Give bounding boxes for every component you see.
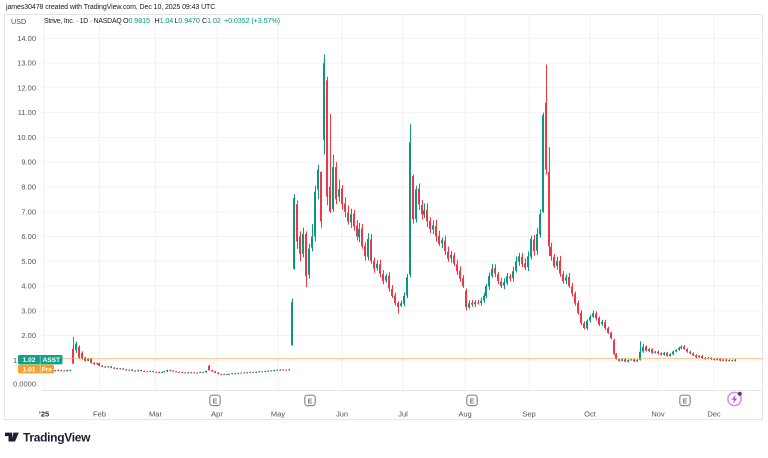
- svg-text:Pre: Pre: [42, 367, 53, 374]
- svg-text:2.00: 2.00: [21, 331, 36, 340]
- svg-text:Dec: Dec: [707, 410, 721, 419]
- svg-text:May: May: [271, 410, 285, 419]
- svg-text:E: E: [213, 398, 218, 405]
- svg-text:14.00: 14.00: [17, 34, 36, 43]
- svg-text:E: E: [308, 398, 313, 405]
- svg-text:12.00: 12.00: [17, 83, 36, 92]
- svg-text:11.00: 11.00: [18, 108, 36, 117]
- svg-text:4.00: 4.00: [21, 282, 36, 291]
- svg-text:E: E: [683, 398, 688, 405]
- svg-text:+0.0352 (+3.57%): +0.0352 (+3.57%): [224, 16, 280, 25]
- svg-text:ASST: ASST: [43, 357, 61, 364]
- svg-text:13.00: 13.00: [17, 59, 36, 68]
- svg-text:Nov: Nov: [651, 410, 665, 419]
- svg-text:USD: USD: [11, 17, 26, 26]
- svg-text:Aug: Aug: [458, 410, 471, 419]
- svg-text:Mar: Mar: [149, 410, 162, 419]
- svg-text:5.00: 5.00: [21, 257, 36, 266]
- svg-text:Sep: Sep: [522, 410, 535, 419]
- svg-text:9.00: 9.00: [21, 158, 36, 167]
- svg-text:1.02: 1.02: [23, 357, 36, 364]
- svg-text:H1.04: H1.04: [155, 16, 174, 25]
- svg-text:Strive, Inc. · 1D · NASDAQ: Strive, Inc. · 1D · NASDAQ: [44, 18, 122, 25]
- svg-text:1.01: 1.01: [23, 367, 36, 374]
- svg-text:3.00: 3.00: [21, 306, 36, 315]
- svg-text:C1.02: C1.02: [202, 16, 221, 25]
- svg-text:7.00: 7.00: [21, 207, 36, 216]
- svg-text:8.00: 8.00: [21, 183, 36, 192]
- svg-text:Feb: Feb: [93, 410, 106, 419]
- svg-text:Jul: Jul: [398, 410, 408, 419]
- svg-text:Oct: Oct: [584, 410, 597, 419]
- svg-text:6.00: 6.00: [21, 232, 36, 241]
- svg-text:Jun: Jun: [336, 410, 348, 419]
- svg-text:10.00: 10.00: [17, 133, 36, 142]
- svg-text:O0.9815: O0.9815: [123, 16, 150, 25]
- svg-text:Apr: Apr: [211, 410, 223, 419]
- svg-text:TradingView: TradingView: [23, 430, 91, 444]
- svg-text:0.0000: 0.0000: [13, 380, 36, 389]
- svg-text:’25: ’25: [39, 410, 49, 419]
- svg-text:E: E: [470, 398, 475, 405]
- svg-text:L0.9470: L0.9470: [175, 16, 200, 25]
- svg-text:james30478 created with Tradin: james30478 created with TradingView.com,…: [5, 4, 215, 11]
